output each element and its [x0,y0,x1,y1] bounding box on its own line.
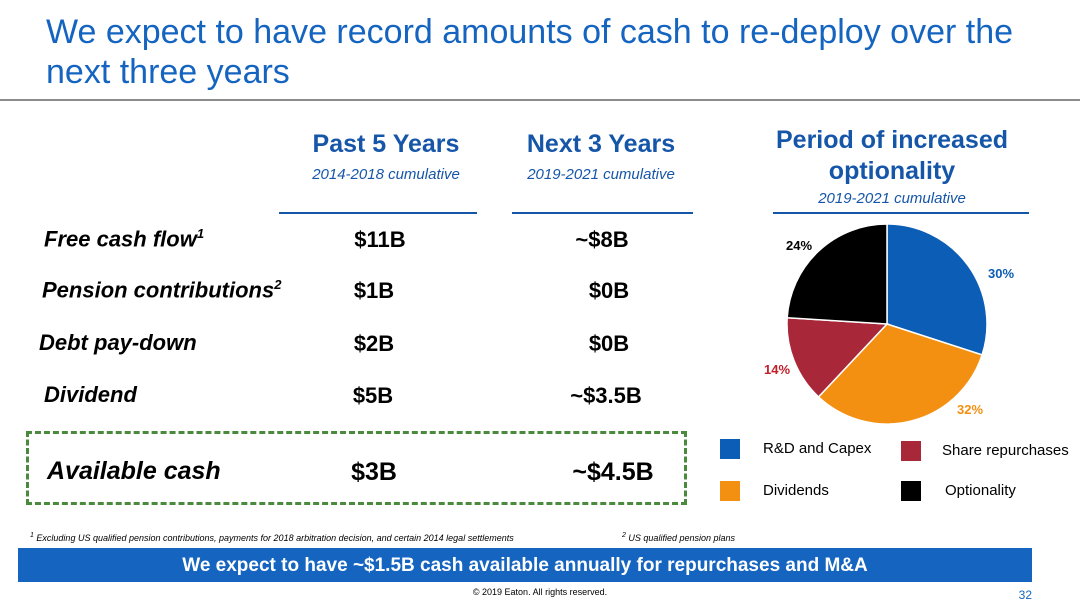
optionality-heading: Period of increased optionality [775,126,1009,185]
past-rule [279,212,477,214]
value-available-next: ~$4.5B [572,458,654,486]
pie-label-dividends: 32% [957,402,984,417]
title-divider [0,99,1080,101]
pie-slice-optionality [786,223,888,325]
pie-slice-dividends [817,323,984,425]
legend-swatch-rnd [720,439,740,459]
legend-label-dividends: Dividends [763,482,829,499]
past-subheading: 2014-2018 cumulative [312,166,460,183]
value-dividend-past: $5B [352,383,394,408]
row-label-debt: Debt pay-down [39,330,197,355]
optionality-pie-chart [786,223,988,425]
legend-label-share-repurchases: Share repurchases [942,442,1069,459]
past-heading: Past 5 Years [312,130,460,158]
next-heading: Next 3 Years [526,130,676,158]
pie-slice-share-repurchases [786,316,889,398]
value-pension-past: $1B [353,278,395,303]
row-label-dividend: Dividend [44,382,137,407]
value-pension-next: $0B [588,278,630,303]
pie-label-optionality: 24% [786,238,813,253]
next-rule [512,212,693,214]
value-dividend-next: ~$3.5B [570,383,642,408]
copyright: © 2019 Eaton. All rights reserved. [472,587,608,597]
pie-slice-r-d-and-capex [886,223,988,356]
value-free-cash-flow-past: $11B [354,227,406,252]
pie-label-rnd: 30% [988,266,1015,281]
page-number: 32 [1018,588,1032,602]
optionality-subheading: 2019-2021 cumulative [818,190,966,207]
optionality-rule [773,212,1029,214]
pie-label-share-repurchases: 14% [764,362,791,377]
value-available-past: $3B [351,458,397,486]
slide-title: We expect to have record amounts of cash… [46,13,1014,91]
value-debt-past: $2B [353,331,395,356]
next-subheading: 2019-2021 cumulative [527,166,675,183]
legend-label-rnd: R&D and Capex [763,440,872,457]
row-label-available-cash: Available cash [47,457,221,485]
row-label-pension: Pension contributions2 [42,277,282,303]
footnote-1: 1 Excluding US qualified pension contrib… [30,532,514,543]
value-free-cash-flow-next: ~$8B [575,227,629,252]
legend-swatch-optionality [901,481,921,501]
row-label-free-cash-flow: Free cash flow1 [44,226,205,252]
legend-label-optionality: Optionality [945,482,1016,499]
footnote-2: 2 US qualified pension plans [622,532,735,543]
value-debt-next: $0B [588,331,630,356]
available-cash-box [26,431,687,505]
legend-swatch-dividends [720,481,740,501]
summary-banner: We expect to have ~$1.5B cash available … [18,548,1032,582]
legend-swatch-share-repurchases [901,441,921,461]
